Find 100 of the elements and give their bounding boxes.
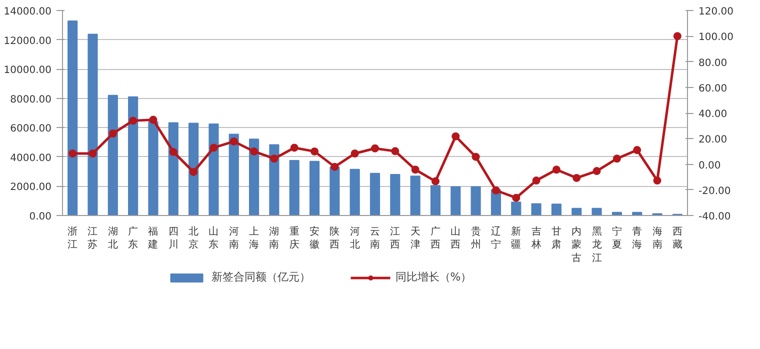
point	[250, 147, 258, 156]
bar	[551, 204, 562, 216]
y-tick-label: 6000.00	[10, 124, 52, 135]
point	[532, 176, 540, 185]
y2-tick-label: 100.00	[698, 32, 734, 44]
point	[612, 154, 621, 163]
point	[592, 167, 601, 176]
point	[190, 168, 198, 176]
bar	[511, 202, 522, 216]
x-tick-label: 广西	[430, 226, 440, 251]
point	[512, 194, 520, 202]
bar	[269, 144, 280, 216]
bar	[289, 160, 300, 216]
bar	[470, 186, 481, 216]
legend-label: 新签合同额（亿元）	[211, 270, 310, 284]
bar	[410, 176, 420, 216]
point	[129, 116, 138, 125]
x-tick-label: 吉林	[530, 226, 542, 251]
legend-label: 同比增长（%）	[395, 270, 472, 284]
x-tick-label: 黑龙江	[592, 226, 602, 264]
y-tick-label: 12000.00	[4, 36, 52, 47]
point	[411, 166, 420, 174]
bar	[572, 208, 582, 216]
bar	[68, 20, 78, 216]
point	[88, 149, 97, 158]
point	[210, 144, 218, 152]
x-tick-label: 江苏	[88, 226, 98, 251]
bar	[531, 203, 542, 216]
x-tick-label: 西藏	[672, 226, 682, 251]
point	[673, 32, 682, 40]
y2-tick-label: 40.00	[698, 109, 728, 120]
y2-tick-label: 80.00	[698, 58, 728, 69]
bar	[168, 122, 178, 216]
x-tick-label: 重庆	[289, 226, 300, 251]
x-tick-label: 山西	[450, 226, 461, 251]
point	[330, 162, 339, 171]
point	[452, 132, 460, 140]
bar	[592, 208, 602, 216]
point	[572, 174, 581, 182]
y-tick-label: 2000.00	[10, 182, 52, 194]
point	[653, 176, 662, 185]
x-tick-label: 湖南	[269, 226, 280, 251]
bar	[88, 34, 98, 216]
x-tick-label: 河北	[350, 226, 360, 251]
bar	[208, 123, 219, 216]
point	[431, 177, 440, 186]
point	[472, 152, 480, 161]
x-tick-label: 海南	[652, 226, 662, 251]
x-tick-label: 甘肃	[551, 226, 562, 251]
point	[169, 148, 178, 156]
x-tick-label: 青海	[632, 226, 642, 251]
x-tick-label: 云南	[370, 226, 380, 251]
point	[633, 146, 642, 154]
bar	[188, 122, 199, 216]
point	[492, 186, 500, 194]
x-tick-label: 四川	[168, 226, 178, 251]
y-tick-label: 10000.00	[4, 65, 52, 76]
x-tick-label: 陕西	[330, 226, 340, 251]
x-tick-label: 浙江	[68, 226, 78, 251]
x-tick-label: 江西	[390, 226, 400, 251]
y-tick-label: 4000.00	[10, 152, 52, 164]
point	[310, 147, 319, 156]
x-tick-label: 辽宁	[490, 226, 501, 251]
y2-tick-label: 20.00	[698, 134, 728, 146]
bar	[390, 174, 400, 216]
point	[350, 149, 359, 158]
y2-tick-label: -20.00	[698, 186, 731, 197]
bar	[430, 185, 441, 216]
point	[391, 147, 400, 156]
x-tick-label: 北京	[188, 226, 199, 251]
y2-tick-label: 60.00	[698, 83, 728, 94]
point	[230, 137, 238, 146]
x-tick-label: 宁夏	[612, 226, 622, 251]
x-tick-label: 新疆	[511, 226, 522, 251]
x-tick-label: 山东	[208, 226, 219, 251]
point	[371, 144, 379, 152]
point	[290, 144, 298, 152]
y2-tick-label: -40.00	[698, 212, 731, 222]
y-tick-label: 8000.00	[10, 94, 52, 106]
x-tick-label: 福建	[147, 226, 158, 251]
bar	[309, 160, 320, 216]
x-tick-label: 河南	[228, 226, 239, 251]
point	[552, 166, 560, 174]
y2-tick-label: 0.00	[698, 160, 721, 172]
y-tick-label: 0.00	[29, 212, 52, 222]
bar	[350, 168, 360, 216]
bar	[228, 134, 239, 216]
point	[270, 154, 278, 163]
y-tick-label: 14000.00	[4, 6, 52, 18]
point	[68, 149, 77, 158]
x-tick-label: 天津	[410, 226, 420, 251]
bar	[248, 138, 260, 216]
x-tick-label: 广东	[128, 226, 138, 251]
bar	[148, 121, 158, 216]
bar	[128, 96, 138, 216]
y2-tick-label: 120.00	[698, 6, 734, 18]
x-tick-label: 上海	[249, 226, 260, 251]
x-tick-label: 贵州	[470, 226, 481, 251]
x-tick-label: 内蒙古	[572, 226, 582, 264]
x-tick-label: 湖北	[108, 226, 118, 251]
